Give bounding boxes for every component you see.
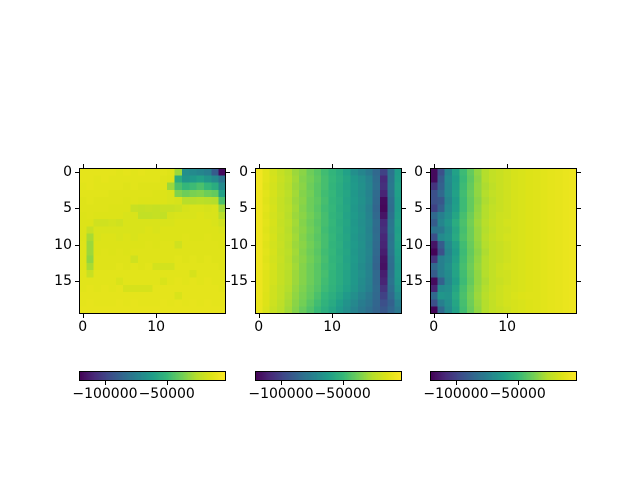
x-tick-bottom (82, 314, 84, 318)
x-tick-bottom (433, 314, 435, 318)
x-tick-label: 10 (147, 319, 166, 335)
x-tick-top (258, 164, 260, 168)
y-tick-label: 0 (414, 163, 423, 180)
y-tick-right (402, 208, 406, 210)
x-tick-top (507, 164, 509, 168)
y-tick-right (402, 281, 406, 283)
heatmap-image-2 (255, 168, 402, 314)
x-tick-bottom (332, 314, 334, 318)
y-tick-right (226, 244, 230, 246)
y-tick-label: 15 (230, 273, 248, 290)
x-tick-bottom (258, 314, 260, 318)
y-tick-label: 10 (405, 236, 423, 253)
colorbar-tick (166, 381, 168, 385)
heatmap-panel-3: 0 10 0 5 10 15 (405, 164, 581, 334)
x-tick-bottom (507, 314, 509, 318)
y-tick-label: 5 (414, 200, 423, 217)
colorbar-tick (104, 381, 106, 385)
x-tick-bottom (156, 314, 158, 318)
y-tick-label: 10 (54, 236, 72, 253)
heatmap-panel-1: 0 10 0 5 10 15 (54, 164, 230, 334)
y-tick-right (402, 171, 406, 173)
colorbar-tick-label: −50000 (489, 386, 546, 402)
y-tick-label: 15 (405, 273, 423, 290)
colorbar-tick-label: −50000 (138, 386, 195, 402)
y-tick-left (251, 244, 255, 246)
colorbar-tick-label: −100000 (248, 386, 314, 402)
y-tick-left (251, 208, 255, 210)
y-tick-left (251, 171, 255, 173)
colorbar-tick (517, 381, 519, 385)
x-tick-top (332, 164, 334, 168)
y-tick-left (75, 244, 79, 246)
x-tick-label: 0 (78, 319, 88, 335)
colorbar-tick-label: −50000 (314, 386, 371, 402)
y-tick-left (75, 281, 79, 283)
x-tick-label: 0 (429, 319, 439, 335)
heatmap-image-1 (79, 168, 226, 314)
y-tick-right (226, 208, 230, 210)
colorbar-tick (455, 381, 457, 385)
x-tick-top (433, 164, 435, 168)
x-tick-top (82, 164, 84, 168)
x-tick-label: 10 (498, 319, 517, 335)
y-tick-right (577, 281, 581, 283)
colorbar-tick (280, 381, 282, 385)
y-tick-right (226, 281, 230, 283)
colorbar-3: −100000 −50000 (423, 371, 577, 401)
y-tick-left (426, 208, 430, 210)
y-tick-right (402, 244, 406, 246)
colorbar-gradient (79, 371, 226, 381)
x-tick-top (156, 164, 158, 168)
x-tick-label: 0 (254, 319, 264, 335)
colorbar-tick-label: −100000 (72, 386, 138, 402)
colorbar-tick (342, 381, 344, 385)
heatmap-image-3 (430, 168, 577, 314)
y-tick-left (426, 281, 430, 283)
colorbar-2: −100000 −50000 (248, 371, 402, 401)
y-tick-left (426, 244, 430, 246)
y-tick-right (577, 171, 581, 173)
colorbar-tick-label: −100000 (423, 386, 489, 402)
colorbar-gradient (255, 371, 402, 381)
y-tick-label: 15 (54, 273, 72, 290)
y-tick-left (75, 171, 79, 173)
y-tick-right (577, 244, 581, 246)
y-tick-label: 0 (239, 163, 248, 180)
colorbar-1: −100000 −50000 (72, 371, 226, 401)
x-tick-label: 10 (323, 319, 342, 335)
y-tick-right (577, 208, 581, 210)
y-tick-right (226, 171, 230, 173)
y-tick-label: 5 (63, 200, 72, 217)
y-tick-left (426, 171, 430, 173)
heatmap-panel-2: 0 10 0 5 10 15 (230, 164, 406, 334)
y-tick-label: 0 (63, 163, 72, 180)
y-tick-left (251, 281, 255, 283)
y-tick-label: 10 (230, 236, 248, 253)
colorbar-gradient (430, 371, 577, 381)
y-tick-label: 5 (239, 200, 248, 217)
y-tick-left (75, 208, 79, 210)
